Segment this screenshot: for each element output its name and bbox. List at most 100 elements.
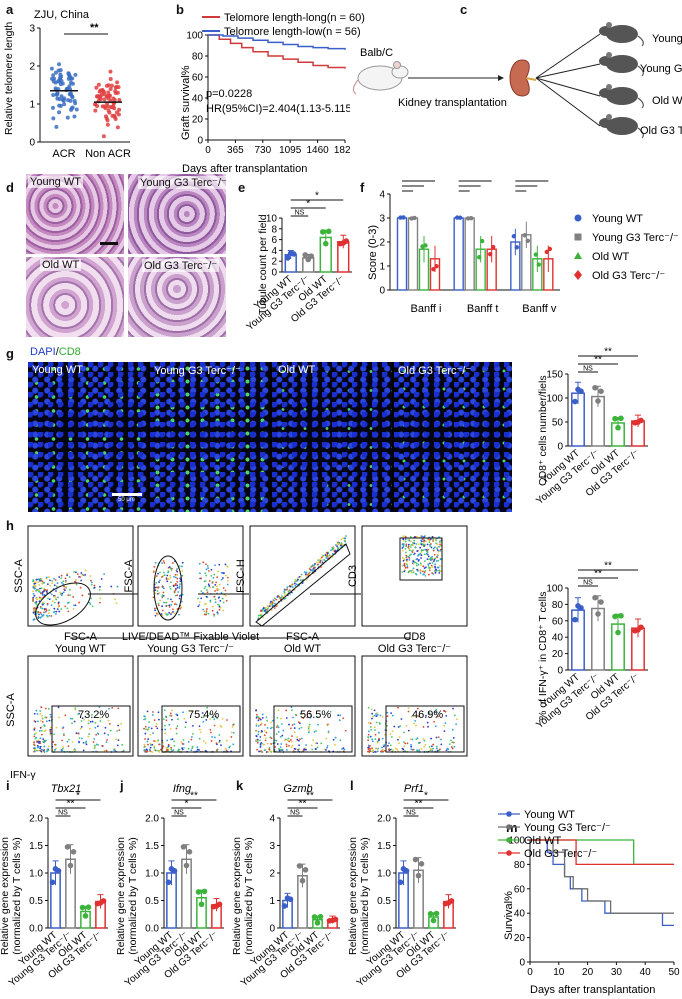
gating-event [433, 546, 436, 549]
ifn-event [339, 739, 342, 742]
ifn-event [280, 722, 283, 725]
gating-event [60, 594, 63, 597]
gating-event [159, 579, 161, 582]
recipient-mouse-ear [606, 114, 612, 120]
chart-k-ytick-label: 1 [269, 896, 275, 907]
chart-m-legend-label: Old WT [524, 835, 562, 847]
gating-event [174, 603, 176, 606]
ifn-event [180, 741, 183, 744]
ifn-event [409, 738, 412, 740]
gating-event [402, 559, 405, 562]
ifn-event [260, 750, 263, 753]
gating-event [58, 576, 61, 578]
ifn-event [418, 749, 421, 752]
gating-event [169, 585, 171, 588]
qpcr-ylabel: (normalized by T cells %) [243, 837, 255, 954]
ifn-event [36, 720, 39, 723]
panel-label-j: j [120, 778, 124, 793]
gating-event [49, 579, 51, 582]
ifn-event [206, 706, 209, 709]
gating-event [410, 571, 413, 574]
gating-event [424, 574, 427, 577]
ifn-event [268, 746, 271, 749]
ifn-event [373, 714, 376, 717]
ifn-event [61, 739, 64, 742]
gating-event [41, 607, 44, 610]
gating-event [219, 599, 222, 602]
ifn-event [389, 748, 392, 751]
chart-f-point [423, 243, 428, 248]
gating-event [33, 582, 36, 585]
ifn-event [185, 721, 187, 724]
ifn-event [260, 722, 263, 725]
gating-event [179, 607, 181, 610]
ifn-event [47, 707, 50, 710]
ifn-event [268, 748, 271, 751]
gating-event [334, 550, 336, 553]
gating-event [174, 594, 177, 597]
ifn-event [81, 737, 83, 740]
chart-h-ytick-label: 60 [552, 616, 564, 627]
ifn-event [299, 738, 301, 741]
ifn-event [159, 748, 162, 751]
ifn-event [257, 719, 260, 722]
gating-event [154, 609, 156, 612]
gating-gate [255, 543, 351, 627]
ifn-event [43, 730, 46, 733]
chart-m-series-line [530, 839, 674, 914]
gating-event [41, 580, 44, 583]
ifn-event [36, 746, 39, 749]
ifn-event [407, 707, 410, 710]
gating-event [155, 575, 158, 577]
ifn-event [80, 720, 83, 722]
ifn-event [279, 735, 282, 738]
chart-g-sig-label: ** [604, 347, 612, 358]
gating-event [205, 568, 208, 571]
chart-a-point [99, 92, 104, 97]
gating-event [176, 594, 179, 597]
chart-b-ytick-label: 100 [186, 31, 203, 42]
gating-event [436, 566, 439, 569]
ifn-event [150, 727, 153, 730]
gating-event [198, 604, 201, 606]
histology-label-2: Old WT [40, 259, 82, 271]
ifn-event [165, 719, 168, 722]
ifn-event [155, 725, 158, 728]
gating-event [202, 591, 204, 594]
ifn-event [374, 750, 377, 753]
ifn-event [64, 714, 67, 717]
ifn-gate [51, 705, 131, 753]
chart-i-point [49, 879, 56, 886]
gating-event [344, 540, 347, 543]
gating-event [213, 573, 216, 576]
ifn-event [277, 709, 280, 712]
gating-event [72, 608, 75, 610]
chart-m: Survival% Days after transplantation 020… [498, 809, 680, 996]
gating-event [432, 540, 434, 542]
ifn-event [95, 743, 98, 746]
gating-event [208, 585, 211, 587]
chart-i-point [70, 849, 77, 855]
gating-event [213, 614, 216, 617]
ifn-event [376, 712, 378, 714]
ifn-event [374, 738, 377, 740]
ifn-event [67, 745, 70, 748]
ifn-event [158, 749, 161, 752]
chart-e-point [325, 228, 332, 235]
ifn-event [270, 743, 273, 745]
ifn-event [257, 724, 260, 727]
gating-event [45, 609, 48, 612]
ifn-event [211, 736, 213, 738]
gating-event [45, 590, 48, 593]
chart-e-sig-label: NS [295, 210, 305, 217]
gating-event [427, 573, 430, 576]
gating-event [176, 577, 179, 580]
chart-k-sig-label: ** [299, 799, 307, 810]
chart-b-xlabel: Days after transplantation [182, 163, 307, 175]
ifn-event [153, 749, 156, 751]
gating-event [432, 560, 435, 563]
ifn-event [33, 727, 36, 730]
gating-event [429, 545, 431, 548]
ifn-event [213, 736, 216, 739]
ifn-event [33, 747, 35, 750]
